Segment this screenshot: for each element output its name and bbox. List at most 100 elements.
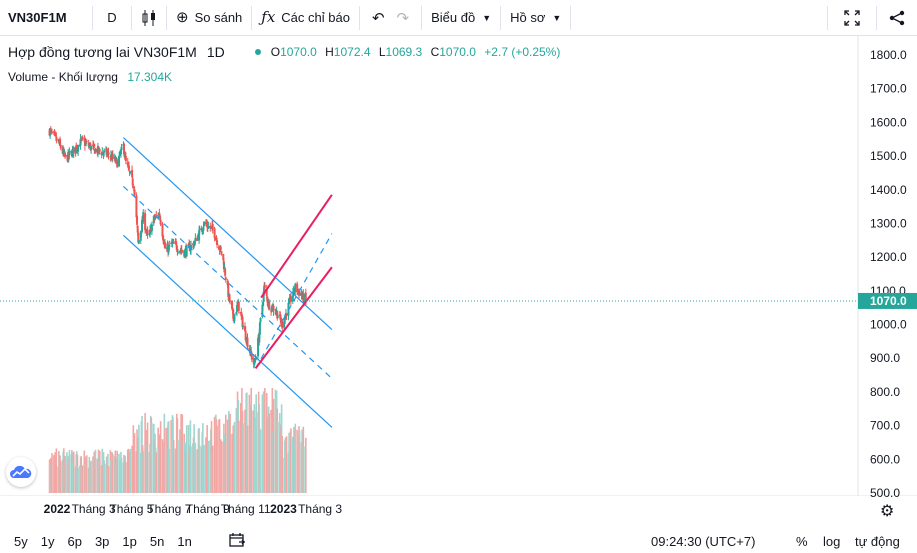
fullscreen-button[interactable] xyxy=(828,0,876,36)
volume-bar xyxy=(129,448,132,493)
volume-bar xyxy=(64,456,66,493)
range-button-3p[interactable]: 3p xyxy=(94,534,110,549)
candle-body xyxy=(253,360,256,363)
volume-bar xyxy=(107,466,110,493)
candle-body xyxy=(172,241,175,244)
range-button-5y[interactable]: 5y xyxy=(14,534,28,549)
candle-body xyxy=(293,288,296,293)
candle-body xyxy=(288,300,291,304)
candle-body xyxy=(68,151,71,155)
range-button-6p[interactable]: 6p xyxy=(67,534,82,549)
y-tick-label: 1200.0 xyxy=(870,250,907,264)
y-tick-label: 700.0 xyxy=(870,419,900,433)
candle-body xyxy=(139,231,142,241)
log-toggle[interactable]: log xyxy=(823,534,841,549)
candle-body xyxy=(155,215,158,217)
candle-body xyxy=(77,145,80,152)
candle-body xyxy=(87,143,90,147)
chart-menu-button[interactable]: Biểu đồ ▼ xyxy=(422,0,500,36)
volume-bar xyxy=(255,394,257,493)
candle-body xyxy=(188,243,191,245)
candle-body xyxy=(175,241,178,245)
candle-body xyxy=(90,146,93,151)
share-button[interactable] xyxy=(877,0,917,36)
x-tick-label: Tháng 11 xyxy=(221,502,271,516)
candle-body xyxy=(124,155,127,162)
candle-body xyxy=(230,300,233,309)
range-button-5n[interactable]: 5n xyxy=(149,534,165,549)
clock[interactable]: 09:24:30 (UTC+7) xyxy=(651,534,756,549)
volume-bar xyxy=(112,454,114,493)
candle-body xyxy=(296,290,299,293)
candle-body xyxy=(150,224,153,231)
candle-body xyxy=(232,309,235,319)
volume-bar xyxy=(172,440,175,493)
candle-body xyxy=(149,229,152,235)
interval-button[interactable]: D xyxy=(107,10,117,25)
volume-bar xyxy=(85,455,88,493)
cloud-icon xyxy=(10,465,32,478)
candle-body xyxy=(98,148,101,151)
candle-body xyxy=(226,281,229,286)
y-tick-label: 1300.0 xyxy=(870,216,907,230)
candle-body xyxy=(229,300,232,302)
indicators-button[interactable]: ƒx Các chỉ báo xyxy=(252,0,359,36)
candle-body xyxy=(159,215,162,219)
candle-body xyxy=(159,219,162,225)
volume-bar xyxy=(238,420,240,493)
undo-button[interactable]: ↶ xyxy=(360,0,391,36)
price-chart[interactable]: 500.0600.0700.0800.0900.01000.01100.0120… xyxy=(0,36,917,530)
candle-body xyxy=(183,250,186,258)
volume-pane xyxy=(48,388,307,493)
candle-body xyxy=(154,217,157,220)
compare-button[interactable]: ⊕ So sánh xyxy=(167,0,251,36)
volume-bar xyxy=(303,446,305,493)
chart-style-button[interactable] xyxy=(132,0,166,36)
candle-body xyxy=(119,150,122,155)
symbol-search[interactable]: VN30F1M xyxy=(8,10,67,25)
parallel_channel-upper-line xyxy=(122,137,333,331)
y-tick-label: 800.0 xyxy=(870,385,900,399)
candle-body xyxy=(132,186,135,188)
candle-body xyxy=(126,162,129,166)
profile-menu-button[interactable]: Hồ sơ ▼ xyxy=(501,0,570,36)
candle-body xyxy=(198,230,201,241)
divider xyxy=(358,5,360,30)
candle-body xyxy=(198,228,201,230)
candle-body xyxy=(304,292,307,301)
volume-bar xyxy=(72,451,75,493)
candle-body xyxy=(118,155,121,167)
range-button-1y[interactable]: 1y xyxy=(40,534,55,549)
volume-bar xyxy=(164,428,166,493)
divider xyxy=(166,5,167,30)
candle-body xyxy=(109,156,112,158)
candle-body xyxy=(262,291,265,302)
volume-bar xyxy=(181,414,184,493)
percent-toggle[interactable]: % xyxy=(796,534,808,549)
candle-body xyxy=(123,143,126,155)
market-status-dot[interactable] xyxy=(254,49,261,55)
x-tick-label: Tháng 9 xyxy=(186,502,230,516)
candle-body xyxy=(175,245,178,250)
range-button-1p[interactable]: 1p xyxy=(122,534,137,549)
redo-button[interactable]: ↷ xyxy=(391,0,422,36)
range-button-1n[interactable]: 1n xyxy=(177,534,192,549)
tradingview-logo[interactable] xyxy=(6,457,36,487)
candle-body xyxy=(258,322,261,335)
candle-body xyxy=(131,169,134,177)
volume-bar xyxy=(198,445,201,493)
volume-bar xyxy=(216,425,218,493)
y-tick-label: 1700.0 xyxy=(870,82,907,96)
candle-body xyxy=(285,313,288,316)
volume-bar xyxy=(138,424,140,493)
candle-body xyxy=(105,149,108,156)
right-tools xyxy=(827,0,917,36)
gear-icon[interactable]: ⚙ xyxy=(880,501,894,520)
candle-body xyxy=(272,305,275,312)
candle-body xyxy=(158,212,161,215)
volume-bar xyxy=(229,413,231,493)
volume-bar xyxy=(220,441,223,493)
fullscreen-icon xyxy=(844,10,860,26)
goto-date-button[interactable] xyxy=(229,532,245,551)
auto-toggle[interactable]: tự động xyxy=(855,534,900,549)
